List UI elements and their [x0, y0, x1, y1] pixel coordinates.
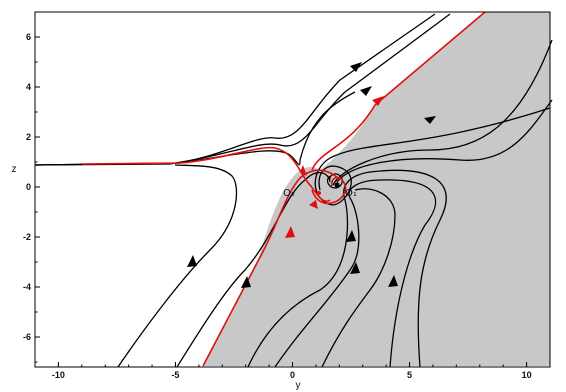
- separatrix-loop: [311, 176, 347, 204]
- y-tick-label: 6: [26, 32, 31, 42]
- trajectory-left-loop: [117, 164, 238, 368]
- separatrix-left-branch: [81, 146, 331, 203]
- equilibrium-o1-label: O₁: [345, 188, 357, 199]
- arrow-right-loop-1: [346, 230, 356, 242]
- equilibrium-o2-point: [317, 191, 321, 195]
- trajectory-spiral-arm-1: [314, 107, 551, 206]
- y-axis-label: z: [12, 164, 17, 175]
- arrow-upper-middle: [360, 86, 372, 96]
- trajectory-left-inner: [176, 171, 331, 368]
- trajectory-right-loop-1: [247, 169, 447, 368]
- equilibria: O₁ O₂: [283, 182, 357, 199]
- x-tick-label: 10: [522, 370, 532, 380]
- separatrix-upper-branch: [311, 11, 486, 171]
- arrow-right-loop-2: [350, 262, 360, 274]
- y-tick-label: -2: [23, 232, 31, 242]
- trajectory-right-loop-3: [321, 188, 396, 368]
- arrow-left-inner: [241, 276, 251, 288]
- trajectory-arrows: [187, 62, 436, 288]
- x-tick-label: -5: [171, 370, 179, 380]
- x-axis-ticks: -10 -5 0 5 10: [52, 362, 532, 380]
- y-axis-ticks: 6 4 2 0 -2 -4 -6: [23, 11, 40, 363]
- x-tick-label: 5: [407, 370, 412, 380]
- arrow-separatrix-upper: [372, 96, 384, 106]
- trajectory-right-loop-2: [274, 179, 437, 368]
- y-tick-label: 0: [26, 182, 31, 192]
- trajectory-upper-middle: [34, 13, 451, 166]
- x-tick-label: -10: [52, 370, 65, 380]
- arrow-upper-outer: [350, 62, 362, 72]
- y-tick-label: 2: [26, 132, 31, 142]
- shaded-basin-region: [203, 12, 550, 366]
- trajectory-spiral-core: [326, 173, 343, 189]
- separatrix-stable-branch: [202, 169, 341, 367]
- y-tick-label: 4: [26, 82, 31, 92]
- arrow-left-loop: [187, 255, 197, 267]
- equilibrium-o2-label: O₂: [283, 188, 295, 199]
- separatrix: [81, 11, 486, 367]
- y-tick-label: -4: [23, 282, 31, 292]
- x-tick-label: 0: [290, 370, 295, 380]
- x-axis-label: y: [296, 380, 301, 391]
- arrow-separatrix-stable: [285, 226, 295, 238]
- arrow-separatrix-o2-down: [309, 200, 318, 209]
- trajectory-upper-inner: [34, 91, 356, 166]
- arrow-separatrix-o2-up: [300, 165, 307, 176]
- equilibrium-o1-point: [334, 182, 340, 188]
- arrow-right-arm: [424, 116, 436, 124]
- arrow-right-loop-3: [388, 275, 398, 287]
- y-tick-label: -6: [23, 332, 31, 342]
- trajectory-spiral-arm-2: [332, 39, 553, 186]
- trajectory-spiral-arm-3: [336, 99, 553, 183]
